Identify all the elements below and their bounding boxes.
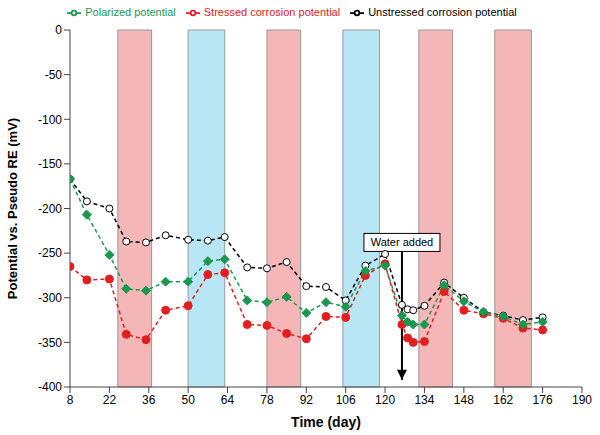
svg-text:0: 0 xyxy=(55,23,62,37)
html-text:Stressed corrosion potential: Stressed corrosion potential xyxy=(203,6,341,18)
svg-text:78: 78 xyxy=(260,393,274,407)
svg-text:-100: -100 xyxy=(38,113,62,127)
svg-text:Time (day): Time (day) xyxy=(291,414,361,430)
svg-text:-200: -200 xyxy=(38,202,62,216)
svg-text:162: 162 xyxy=(493,393,513,407)
svg-text:64: 64 xyxy=(221,393,235,407)
svg-text:-150: -150 xyxy=(38,157,62,171)
svg-text:Potential vs. Pseudo RE (mV): Potential vs. Pseudo RE (mV) xyxy=(8,118,20,299)
svg-text:8: 8 xyxy=(67,393,74,407)
svg-text:-50: -50 xyxy=(45,68,63,82)
svg-text:-400: -400 xyxy=(38,380,62,394)
svg-text:Water added: Water added xyxy=(371,236,434,248)
svg-text:120: 120 xyxy=(375,393,395,407)
html-text:Polarized potential: Polarized potential xyxy=(85,6,176,18)
svg-text:92: 92 xyxy=(300,393,314,407)
html-text:Unstressed corrosion potential: Unstressed corrosion potential xyxy=(368,6,517,18)
svg-text:-300: -300 xyxy=(38,291,62,305)
svg-text:22: 22 xyxy=(103,393,117,407)
svg-text:134: 134 xyxy=(414,393,434,407)
svg-text:50: 50 xyxy=(181,393,195,407)
svg-text:-350: -350 xyxy=(38,336,62,350)
svg-text:-250: -250 xyxy=(38,246,62,260)
svg-text:190: 190 xyxy=(572,393,592,407)
svg-text:106: 106 xyxy=(336,393,356,407)
svg-text:36: 36 xyxy=(142,393,156,407)
svg-text:148: 148 xyxy=(454,393,474,407)
svg-text:176: 176 xyxy=(533,393,553,407)
